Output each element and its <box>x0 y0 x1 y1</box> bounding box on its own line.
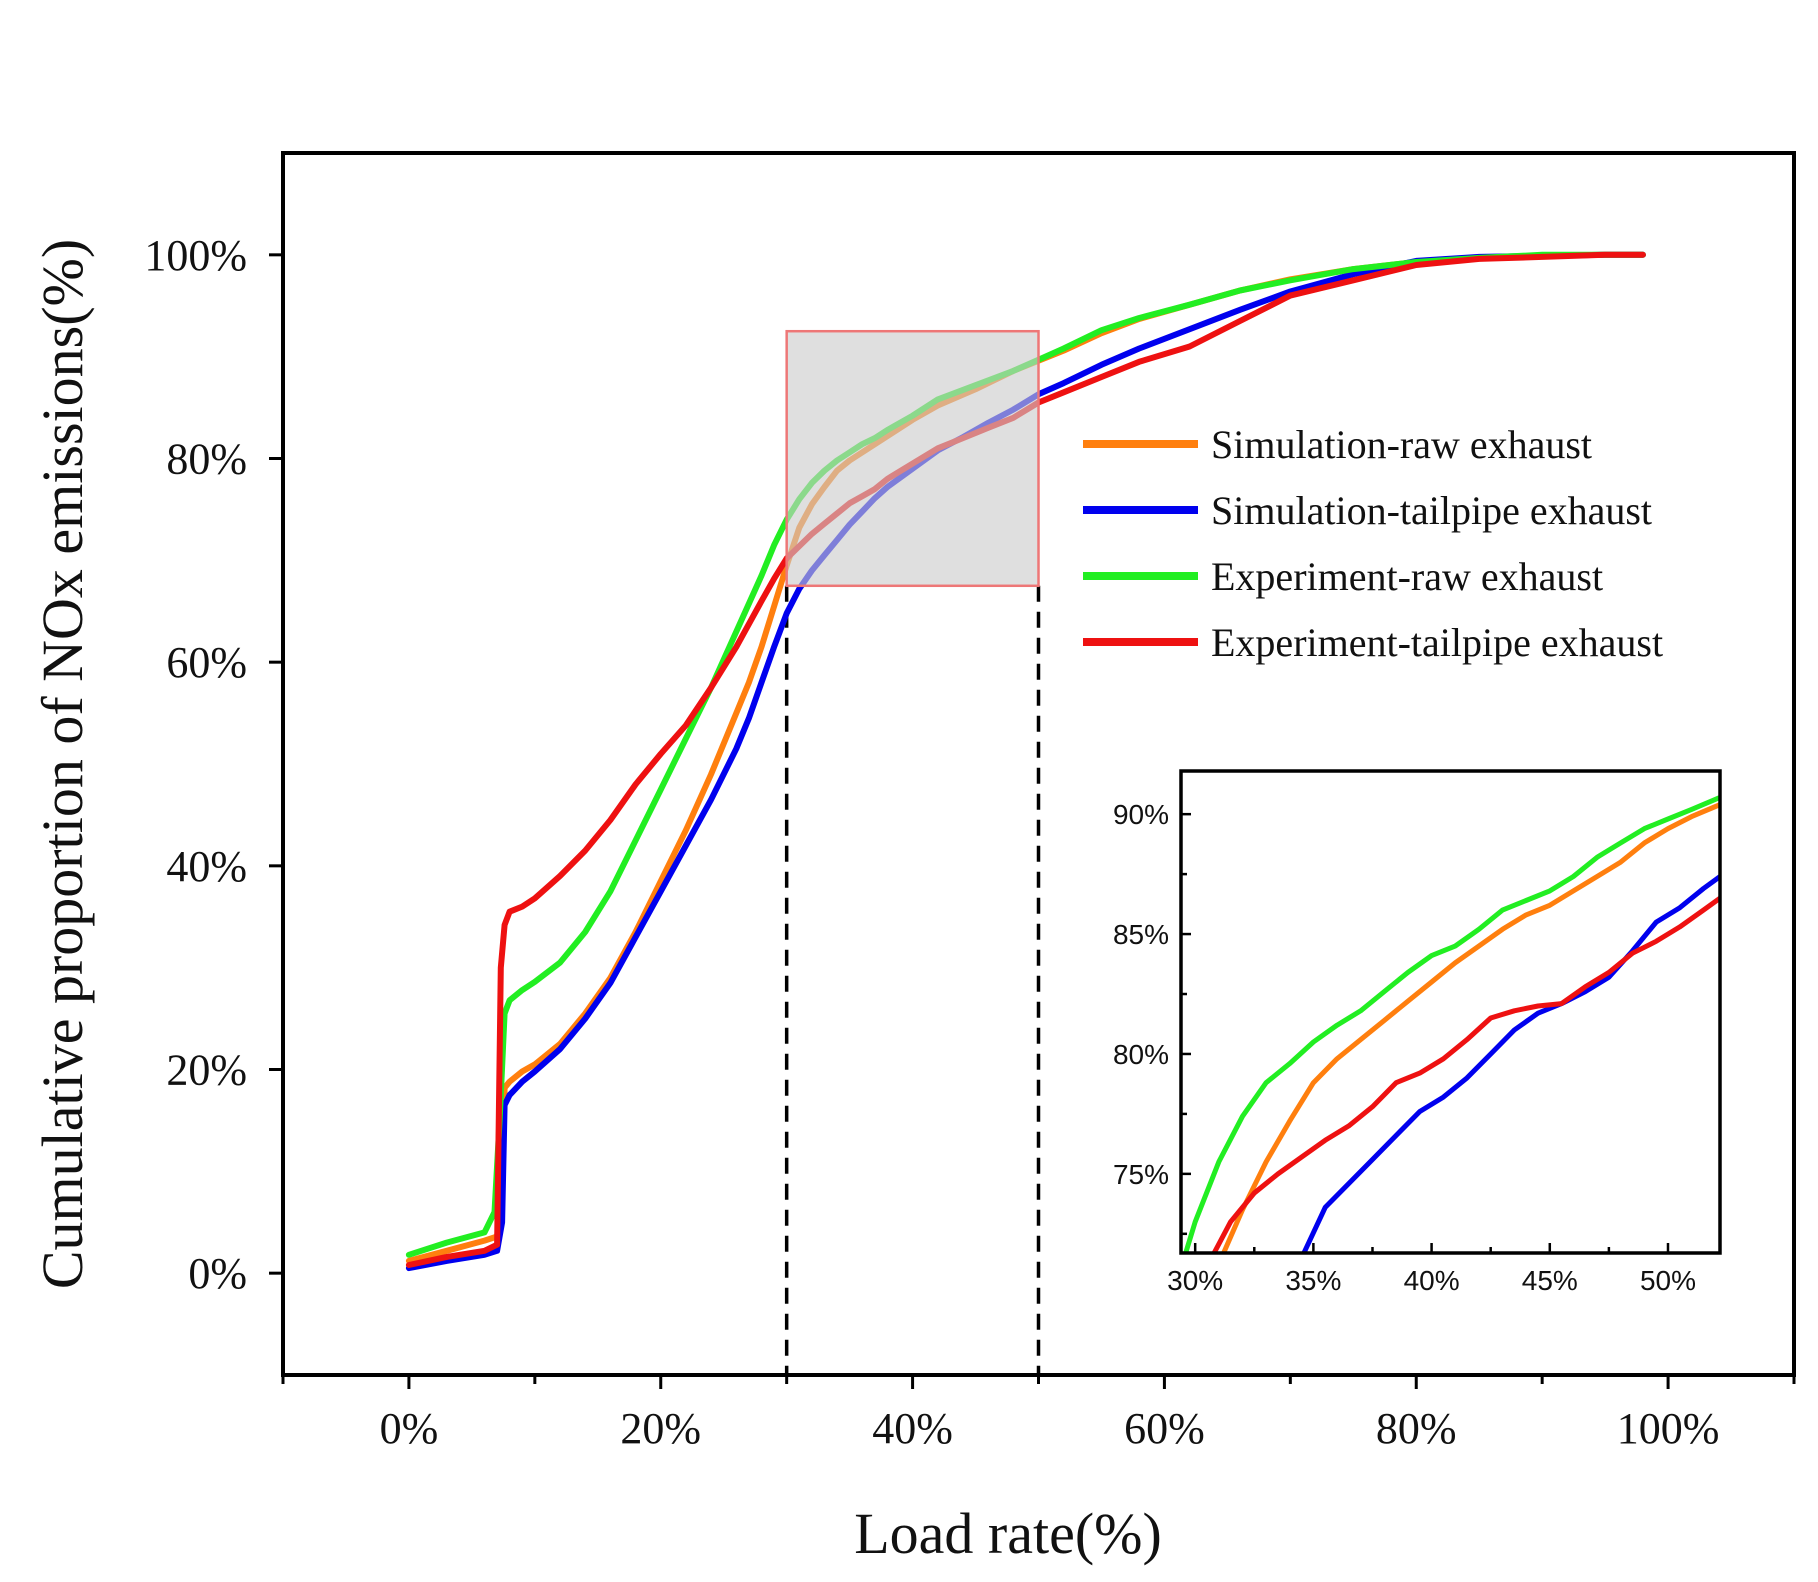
inset-x-tick-label: 35% <box>1285 1265 1341 1296</box>
inset-x-tick-label: 50% <box>1640 1265 1696 1296</box>
y-tick-label: 20% <box>166 1046 247 1095</box>
x-axis-title: Load rate(%) <box>854 1501 1162 1566</box>
legend-label-experiment-tailpipe-exhaust: Experiment-tailpipe exhaust <box>1211 620 1663 665</box>
x-tick-label: 0% <box>380 1404 439 1453</box>
inset-y-tick-label: 80% <box>1113 1039 1169 1070</box>
y-tick-label: 0% <box>188 1249 247 1298</box>
zoom-highlight-box <box>785 329 1040 588</box>
inset-background <box>1181 771 1720 1253</box>
inset-x-tick-label: 45% <box>1522 1265 1578 1296</box>
inset-series-line-experiment-tailpipe-exhaust <box>1211 895 1720 1253</box>
y-tick-label: 100% <box>144 231 247 280</box>
inset-series-line-experiment-raw-exhaust <box>1183 794 1720 1253</box>
legend-label-experiment-raw-exhaust: Experiment-raw exhaust <box>1211 554 1603 599</box>
x-tick-label: 40% <box>872 1404 953 1453</box>
y-axis-title: Cumulative proportion of NOx emissions(%… <box>30 239 95 1289</box>
x-tick-label: 20% <box>620 1404 701 1453</box>
inset-series-line-simulation-raw-exhaust <box>1221 802 1720 1253</box>
inset-y-tick-label: 75% <box>1113 1159 1169 1190</box>
x-tick-label: 100% <box>1617 1404 1720 1453</box>
inset-plot-frame <box>1179 769 1722 1255</box>
x-tick-label: 60% <box>1124 1404 1205 1453</box>
inset-series-line-simulation-tailpipe-exhaust <box>1301 874 1720 1253</box>
y-tick-label: 60% <box>166 638 247 687</box>
inset-x-tick-label: 40% <box>1404 1265 1460 1296</box>
inset-y-tick-label: 90% <box>1113 799 1169 830</box>
x-tick-label: 80% <box>1376 1404 1457 1453</box>
legend-label-simulation-raw-exhaust: Simulation-raw exhaust <box>1211 422 1592 467</box>
inset-y-tick-label: 85% <box>1113 919 1169 950</box>
y-tick-label: 80% <box>166 435 247 484</box>
inset-x-tick-label: 30% <box>1167 1265 1223 1296</box>
y-tick-label: 40% <box>166 842 247 891</box>
legend: Simulation-raw exhaust Simulation-tailpip… <box>1083 422 1663 665</box>
legend-label-simulation-tailpipe-exhaust: Simulation-tailpipe exhaust <box>1211 488 1652 533</box>
